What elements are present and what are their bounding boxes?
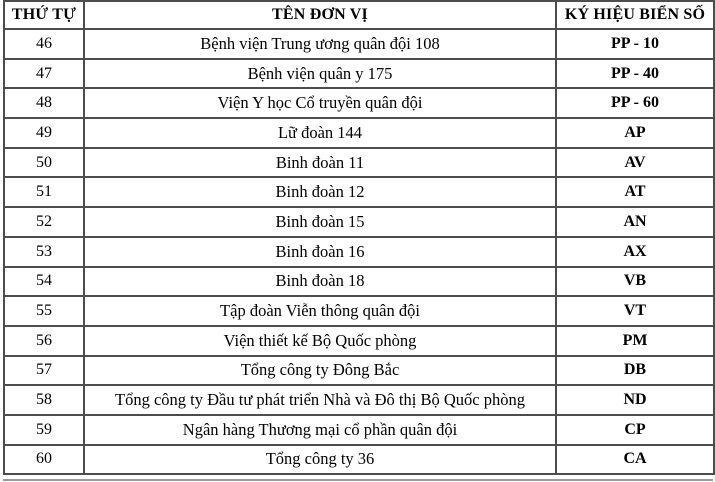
table-row: 58 Tổng công ty Đầu tư phát triển Nhà và … bbox=[3, 384, 715, 416]
plate-code-cell: ND bbox=[555, 384, 715, 416]
plate-code-cell: VT bbox=[555, 295, 715, 327]
row-number-cell: 56 bbox=[3, 324, 85, 357]
table-row: 54 Binh đoàn 18 VB bbox=[3, 265, 715, 298]
row-number-cell: 59 bbox=[3, 413, 85, 446]
plate-code-cell: AN bbox=[555, 206, 715, 238]
row-number-cell: 55 bbox=[3, 295, 85, 327]
row-number-cell: 58 bbox=[3, 384, 85, 416]
unit-name-cell: Ngân hàng Thương mại cổ phần quân đội bbox=[83, 413, 557, 446]
unit-name-cell: Bệnh viện Trung ương quân đội 108 bbox=[83, 28, 557, 60]
unit-name-cell: Tổng công ty Đông Bắc bbox=[83, 354, 557, 387]
plate-code-cell: DB bbox=[555, 354, 715, 387]
column-header-ten-don-vi: TÊN ĐƠN VỊ bbox=[83, 0, 557, 30]
plate-code-cell: AT bbox=[555, 176, 715, 209]
unit-name-cell: Viện thiết kế Bộ Quốc phòng bbox=[83, 324, 557, 357]
unit-name-cell: Binh đoàn 18 bbox=[83, 265, 557, 298]
table-row: 53 Binh đoàn 16 AX bbox=[3, 235, 715, 268]
plate-code-cell: CP bbox=[555, 413, 715, 446]
row-number-cell: 57 bbox=[3, 354, 85, 387]
table-row: 49 Lữ đoàn 144 AP bbox=[3, 117, 715, 149]
plate-code-cell: PP - 60 bbox=[555, 87, 715, 120]
next-row-partial-border bbox=[3, 479, 713, 481]
plate-code-cell: AV bbox=[555, 146, 715, 179]
unit-name-cell: Lữ đoàn 144 bbox=[83, 117, 557, 149]
row-number-cell: 60 bbox=[3, 443, 85, 476]
unit-name-cell: Tổng công ty Đầu tư phát triển Nhà và Đô… bbox=[83, 384, 557, 416]
row-number-cell: 51 bbox=[3, 176, 85, 209]
unit-name-cell: Binh đoàn 16 bbox=[83, 235, 557, 268]
table-body: 46 Bệnh viện Trung ương quân đội 108 PP - … bbox=[3, 28, 715, 476]
row-number-cell: 49 bbox=[3, 117, 85, 149]
plate-code-cell: AP bbox=[555, 117, 715, 149]
row-number-cell: 52 bbox=[3, 206, 85, 238]
table-row: 46 Bệnh viện Trung ương quân đội 108 PP - … bbox=[3, 28, 715, 60]
row-number-cell: 54 bbox=[3, 265, 85, 298]
table-row: 50 Binh đoàn 11 AV bbox=[3, 146, 715, 179]
table-row: 57 Tổng công ty Đông Bắc DB bbox=[3, 354, 715, 387]
plate-code-cell: PP - 40 bbox=[555, 57, 715, 90]
row-number-cell: 46 bbox=[3, 28, 85, 60]
plate-code-cell: AX bbox=[555, 235, 715, 268]
row-number-cell: 50 bbox=[3, 146, 85, 179]
unit-name-cell: Viện Y học Cổ truyền quân đội bbox=[83, 87, 557, 120]
plate-code-cell: CA bbox=[555, 443, 715, 476]
license-plate-table: THỨ TỰ TÊN ĐƠN VỊ KÝ HIỆU BIỂN SỐ 46 Bệnh… bbox=[3, 0, 715, 476]
header-row: THỨ TỰ TÊN ĐƠN VỊ KÝ HIỆU BIỂN SỐ bbox=[3, 0, 715, 30]
table-row: 59 Ngân hàng Thương mại cổ phần quân đội C… bbox=[3, 413, 715, 446]
table-row: 56 Viện thiết kế Bộ Quốc phòng PM bbox=[3, 324, 715, 357]
unit-name-cell: Tập đoàn Viễn thông quân đội bbox=[83, 295, 557, 327]
unit-name-cell: Binh đoàn 15 bbox=[83, 206, 557, 238]
table-row: 47 Bệnh viện quân y 175 PP - 40 bbox=[3, 57, 715, 90]
row-number-cell: 47 bbox=[3, 57, 85, 90]
table-row: 52 Binh đoàn 15 AN bbox=[3, 206, 715, 238]
unit-name-cell: Binh đoàn 11 bbox=[83, 146, 557, 179]
table-row: 60 Tổng công ty 36 CA bbox=[3, 443, 715, 476]
unit-name-cell: Bệnh viện quân y 175 bbox=[83, 57, 557, 90]
column-header-thu-tu: THỨ TỰ bbox=[3, 0, 85, 30]
plate-code-cell: PM bbox=[555, 324, 715, 357]
unit-name-cell: Binh đoàn 12 bbox=[83, 176, 557, 209]
unit-name-cell: Tổng công ty 36 bbox=[83, 443, 557, 476]
row-number-cell: 48 bbox=[3, 87, 85, 120]
table-row: 55 Tập đoàn Viễn thông quân đội VT bbox=[3, 295, 715, 327]
plate-code-cell: PP - 10 bbox=[555, 28, 715, 60]
row-number-cell: 53 bbox=[3, 235, 85, 268]
plate-code-cell: VB bbox=[555, 265, 715, 298]
column-header-ky-hieu-bien-so: KÝ HIỆU BIỂN SỐ bbox=[555, 0, 715, 30]
table-row: 48 Viện Y học Cổ truyền quân đội PP - 60 bbox=[3, 87, 715, 120]
table-row: 51 Binh đoàn 12 AT bbox=[3, 176, 715, 209]
